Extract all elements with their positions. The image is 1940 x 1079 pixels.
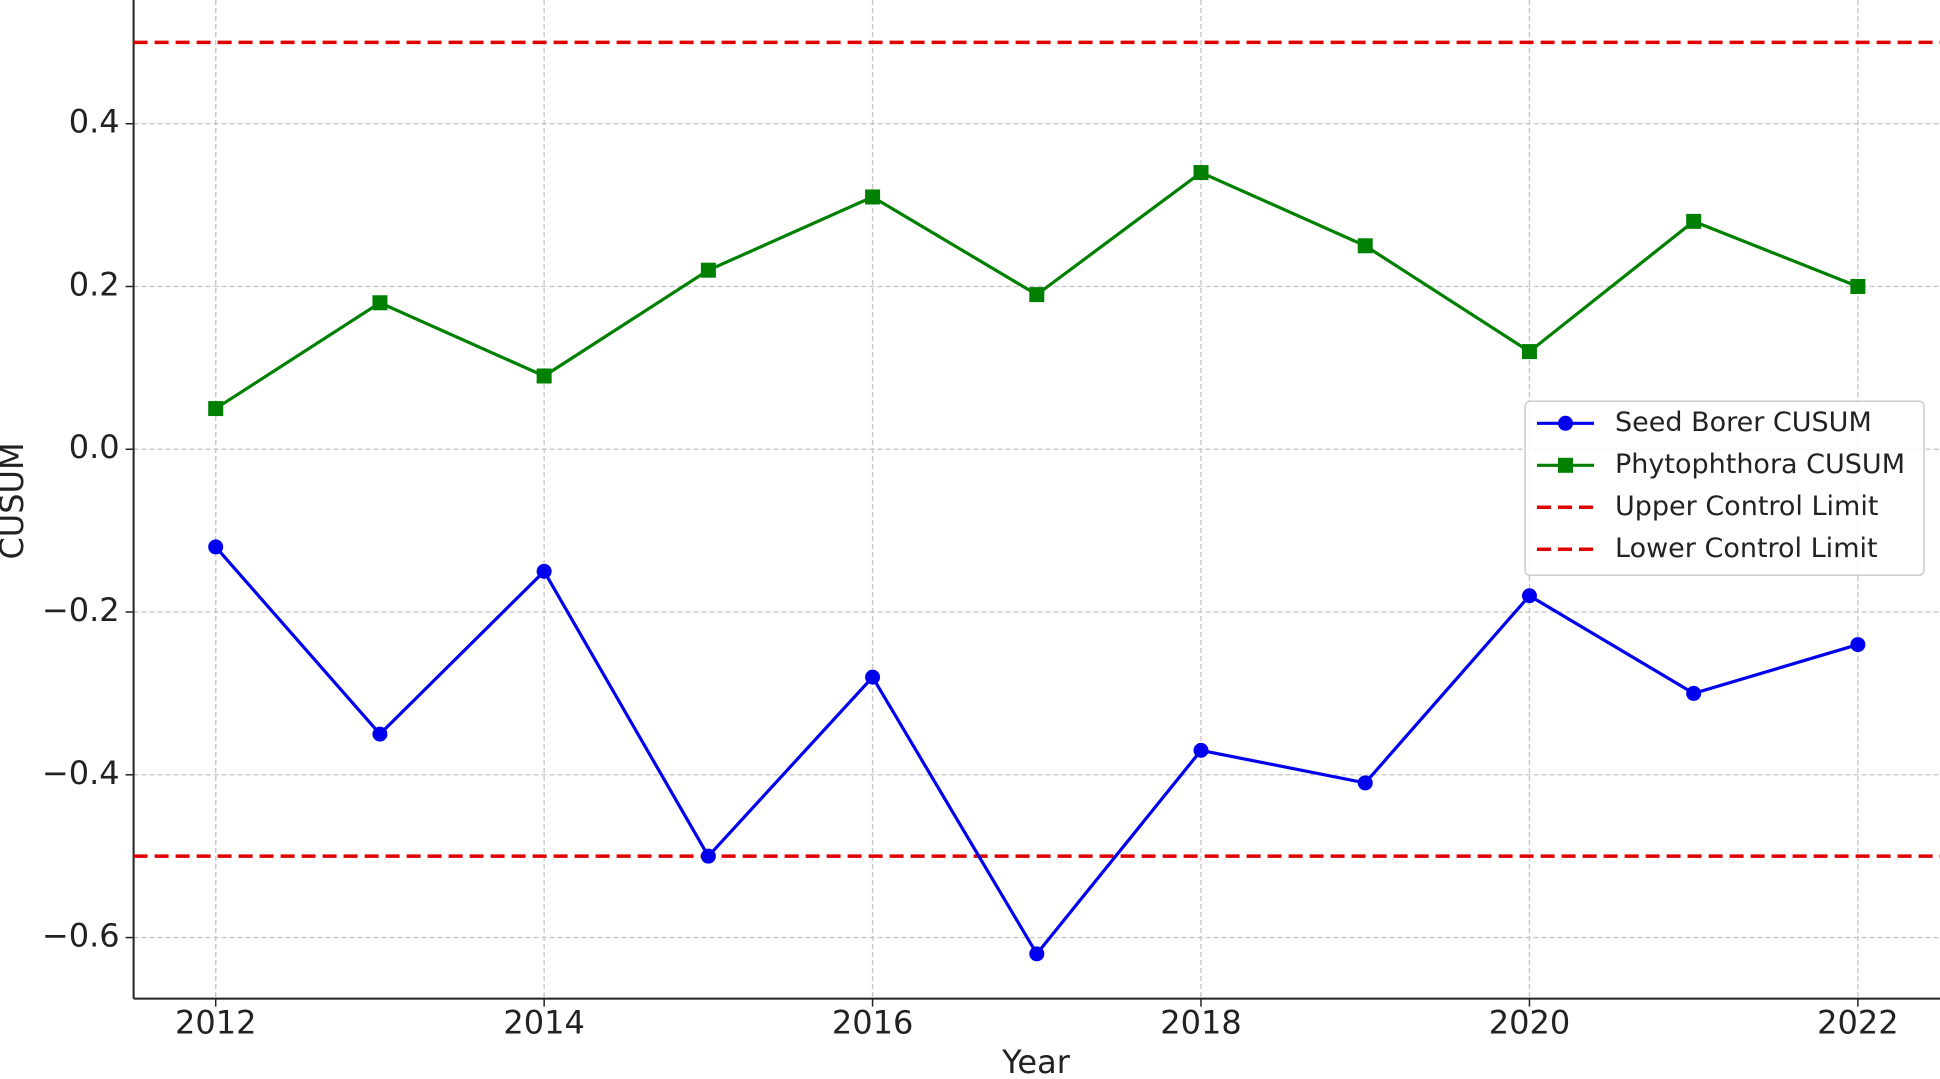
x-tick-label: 2012 [175, 1004, 256, 1042]
marker [700, 848, 716, 864]
marker [1357, 238, 1373, 254]
marker [372, 726, 388, 742]
legend-label: Seed Borer CUSUM [1615, 407, 1872, 438]
marker [1850, 637, 1866, 653]
x-tick-label: 2022 [1817, 1004, 1898, 1042]
marker [1193, 742, 1209, 758]
y-tick-label: −0.2 [42, 591, 120, 629]
marker [865, 189, 881, 205]
y-tick-label: 0.2 [69, 265, 120, 303]
marker [1193, 165, 1209, 181]
legend-label: Phytophthora CUSUM [1615, 449, 1905, 480]
y-tick-label: 0.0 [69, 428, 120, 466]
legend: Seed Borer CUSUM Phytophthora CUSUM Upper … [1524, 400, 1925, 577]
marker [536, 563, 552, 579]
series-line [214, 545, 1859, 957]
marker [1850, 278, 1866, 294]
marker [1521, 344, 1537, 360]
legend-marker [1558, 457, 1573, 473]
legend-label: Upper Control Limit [1615, 491, 1878, 522]
marker [208, 401, 224, 417]
marker [372, 295, 388, 311]
x-axis-label: Year [1001, 1043, 1071, 1079]
x-tick-label: 2014 [503, 1004, 584, 1042]
marker [1029, 287, 1045, 303]
legend-label: Lower Control Limit [1615, 533, 1878, 564]
marker [1029, 946, 1045, 962]
y-tick-label: −0.6 [42, 917, 120, 955]
marker [700, 262, 716, 278]
marker [1686, 213, 1702, 229]
legend-box [1524, 400, 1925, 577]
marker [536, 368, 552, 384]
x-tick-label: 2016 [832, 1004, 913, 1042]
x-tick-label: 2020 [1489, 1004, 1570, 1042]
marker [1521, 588, 1537, 604]
marker [1686, 685, 1702, 701]
y-tick-label: −0.4 [42, 754, 120, 792]
y-tick-label: 0.4 [69, 103, 120, 141]
marker [1357, 775, 1373, 791]
x-tick-label: 2018 [1160, 1004, 1241, 1042]
marker [208, 539, 224, 555]
marker [865, 669, 881, 685]
legend-marker [1558, 415, 1573, 431]
y-axis-label: CUSUM [0, 442, 31, 559]
